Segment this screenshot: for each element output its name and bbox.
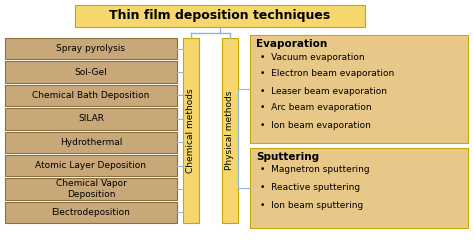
FancyBboxPatch shape	[5, 155, 177, 176]
FancyBboxPatch shape	[222, 38, 238, 223]
Text: •  Reactive sputtering: • Reactive sputtering	[260, 184, 360, 192]
Text: Chemical Bath Deposition: Chemical Bath Deposition	[32, 91, 150, 100]
Text: •  Ion beam evaporation: • Ion beam evaporation	[260, 120, 371, 130]
Text: •  Magnetron sputtering: • Magnetron sputtering	[260, 166, 370, 174]
Text: Atomic Layer Deposition: Atomic Layer Deposition	[36, 161, 146, 170]
FancyBboxPatch shape	[5, 132, 177, 153]
Text: Hydrothermal: Hydrothermal	[60, 138, 122, 147]
FancyBboxPatch shape	[5, 61, 177, 83]
FancyBboxPatch shape	[5, 108, 177, 130]
Text: Evaporation: Evaporation	[256, 39, 327, 49]
FancyBboxPatch shape	[250, 35, 468, 143]
Text: Physical methods: Physical methods	[226, 91, 235, 170]
Text: •  Arc beam evaporation: • Arc beam evaporation	[260, 104, 372, 112]
Text: Thin film deposition techniques: Thin film deposition techniques	[109, 10, 331, 22]
Text: SILAR: SILAR	[78, 114, 104, 123]
FancyBboxPatch shape	[5, 38, 177, 59]
Text: Sputtering: Sputtering	[256, 152, 319, 162]
Text: •  Vacuum evaporation: • Vacuum evaporation	[260, 52, 365, 62]
Text: •  Leaser beam evaporation: • Leaser beam evaporation	[260, 86, 387, 96]
Text: Sol-Gel: Sol-Gel	[74, 68, 108, 76]
FancyBboxPatch shape	[5, 85, 177, 106]
Text: Spray pyrolysis: Spray pyrolysis	[56, 44, 126, 53]
Text: •  Electron beam evaporation: • Electron beam evaporation	[260, 70, 394, 78]
Text: Electrodeposition: Electrodeposition	[52, 208, 130, 217]
FancyBboxPatch shape	[75, 5, 365, 27]
Text: Chemical Vapor
Deposition: Chemical Vapor Deposition	[55, 179, 127, 199]
Text: •  Ion beam sputtering: • Ion beam sputtering	[260, 202, 363, 210]
FancyBboxPatch shape	[5, 202, 177, 223]
FancyBboxPatch shape	[183, 38, 199, 223]
FancyBboxPatch shape	[5, 178, 177, 200]
Text: Chemical methods: Chemical methods	[186, 88, 195, 173]
FancyBboxPatch shape	[250, 148, 468, 228]
